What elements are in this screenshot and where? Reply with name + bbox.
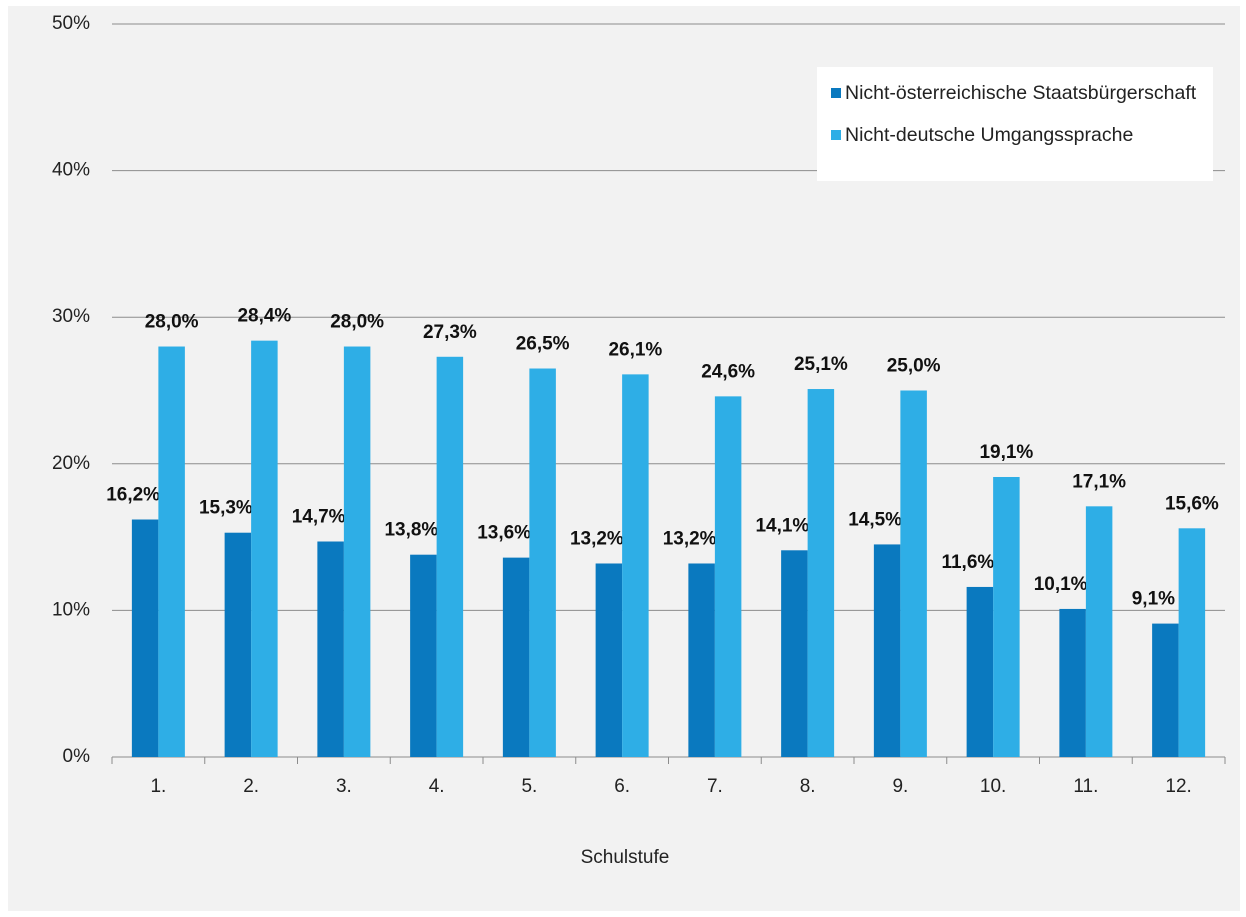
bar xyxy=(688,563,715,757)
x-tick-label: 11. xyxy=(1073,776,1098,797)
bar xyxy=(502,557,530,757)
value-label: 15,6% xyxy=(1165,493,1219,514)
legend-swatch xyxy=(831,130,841,140)
value-label: 25,0% xyxy=(887,356,941,377)
value-label: 28,4% xyxy=(237,306,291,327)
bar xyxy=(131,519,159,757)
value-label: 28,0% xyxy=(145,312,199,333)
x-tick-label: 5. xyxy=(521,776,537,797)
x-tick-label: 9. xyxy=(892,776,908,797)
bar xyxy=(873,544,901,757)
bar xyxy=(529,368,556,757)
value-label: 14,7% xyxy=(292,507,346,528)
value-label: 25,1% xyxy=(794,354,848,375)
value-label: 24,6% xyxy=(701,361,755,382)
y-tick-label: 40% xyxy=(52,160,90,181)
bar xyxy=(317,541,344,757)
value-label: 9,1% xyxy=(1132,589,1175,610)
bar xyxy=(1085,506,1113,757)
bar xyxy=(622,374,649,757)
legend: Nicht-österreichische Staatsbürgerschaft… xyxy=(817,67,1213,181)
x-tick-label: 10. xyxy=(980,776,1006,797)
bar xyxy=(807,389,835,757)
x-tick-label: 12. xyxy=(1165,776,1191,797)
value-label: 17,1% xyxy=(1072,471,1126,492)
x-tick-label: 8. xyxy=(800,776,816,797)
bar xyxy=(1178,528,1206,757)
y-tick-label: 0% xyxy=(63,746,91,767)
value-label: 13,6% xyxy=(477,523,531,544)
value-label: 16,2% xyxy=(106,485,160,506)
value-label: 13,2% xyxy=(570,529,624,550)
bar xyxy=(158,346,185,757)
bar xyxy=(343,346,371,757)
legend-swatch xyxy=(831,88,841,98)
value-label: 13,2% xyxy=(663,529,717,550)
bar xyxy=(714,396,742,757)
y-tick-label: 30% xyxy=(52,306,90,327)
value-label: 13,8% xyxy=(384,520,438,541)
bar xyxy=(224,532,252,757)
value-label: 26,5% xyxy=(516,334,570,355)
bar xyxy=(595,563,623,757)
value-label: 19,1% xyxy=(979,442,1033,463)
x-tick-label: 3. xyxy=(336,776,352,797)
value-label: 28,0% xyxy=(330,312,384,333)
bar xyxy=(410,554,437,757)
y-tick-label: 50% xyxy=(52,13,90,34)
bar xyxy=(781,550,808,757)
y-tick-label: 10% xyxy=(52,599,90,620)
x-tick-label: 4. xyxy=(429,776,445,797)
bar xyxy=(966,586,994,757)
x-axis-label: Schulstufe xyxy=(581,847,670,868)
bar xyxy=(1059,608,1086,757)
value-label: 27,3% xyxy=(423,322,477,343)
value-label: 26,1% xyxy=(608,339,662,360)
value-label: 14,5% xyxy=(848,509,902,530)
legend-label: Nicht-deutsche Umgangssprache xyxy=(845,124,1134,146)
legend-item: Nicht-österreichische Staatsbürgerschaft xyxy=(831,79,1199,107)
value-label: 14,1% xyxy=(755,515,809,536)
x-tick-label: 6. xyxy=(614,776,630,797)
legend-item: Nicht-deutsche Umgangssprache xyxy=(831,121,1199,149)
x-tick-label: 2. xyxy=(243,776,259,797)
y-tick-label: 20% xyxy=(52,453,90,474)
bar xyxy=(993,476,1020,757)
value-label: 15,3% xyxy=(199,498,253,519)
bar xyxy=(900,390,927,757)
x-tick-label: 1. xyxy=(150,776,166,797)
bar xyxy=(1152,623,1179,757)
bar xyxy=(436,356,464,757)
bar xyxy=(251,340,278,757)
value-label: 11,6% xyxy=(941,552,994,573)
x-tick-label: 7. xyxy=(707,776,723,797)
legend-label: Nicht-österreichische Staatsbürgerschaft xyxy=(845,82,1197,104)
value-label: 10,1% xyxy=(1034,574,1088,595)
